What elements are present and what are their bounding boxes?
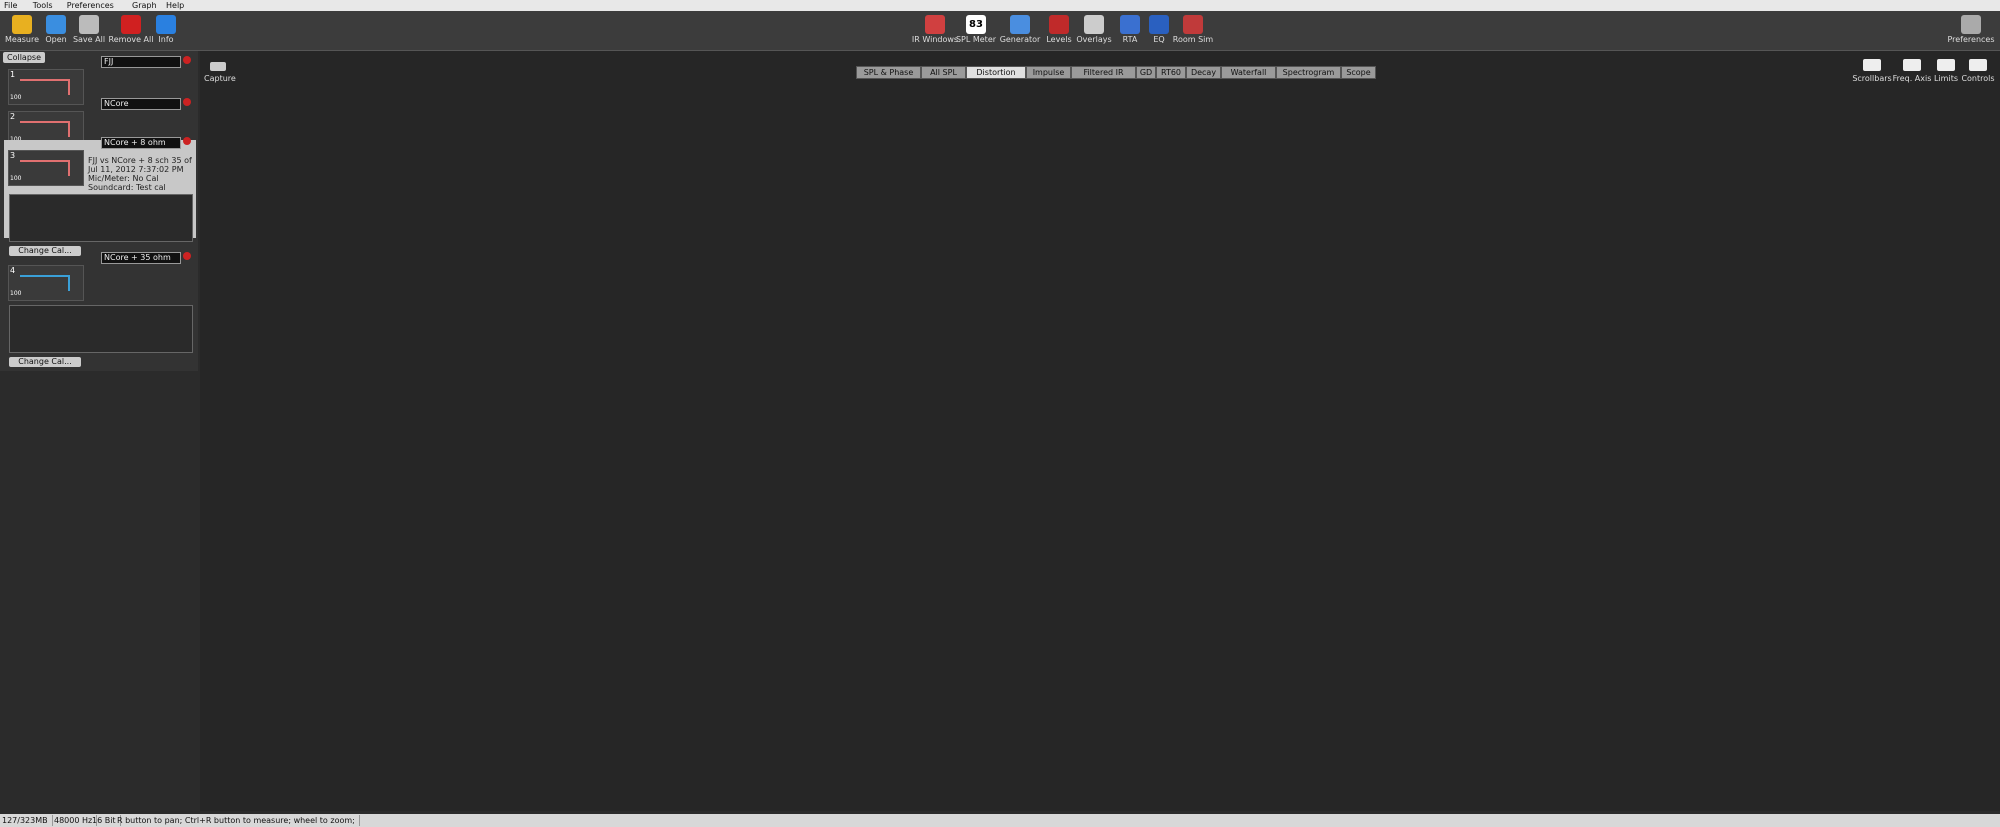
control-button[interactable]: Freq. Axis <box>1892 74 1932 83</box>
toolbar-icon[interactable] <box>156 15 176 34</box>
thumbnail <box>8 265 84 301</box>
tab[interactable]: Filtered IR <box>1071 66 1136 79</box>
toolbar-button[interactable]: Levels <box>1046 35 1072 44</box>
control-button[interactable]: Controls <box>1961 74 1995 83</box>
change-cal-button[interactable]: Change Cal... <box>9 357 81 367</box>
remove-icon[interactable] <box>183 98 191 106</box>
collapse-button[interactable]: Collapse <box>3 52 45 63</box>
tab[interactable]: RT60 <box>1156 66 1186 79</box>
toolbar-icon[interactable] <box>1084 15 1104 34</box>
remove-icon[interactable] <box>183 56 191 64</box>
detail-text: Soundcard: Test cal <box>88 183 166 192</box>
tab[interactable]: All SPL <box>921 66 966 79</box>
spl-badge: 83 <box>969 19 983 30</box>
menu-item[interactable]: File <box>4 1 18 10</box>
toolbar-button[interactable]: Preferences <box>1947 35 1995 44</box>
thumb-label: 100 <box>10 136 21 143</box>
tab[interactable]: Decay <box>1186 66 1221 79</box>
toolbar-button[interactable]: Remove All <box>108 35 154 44</box>
toolbar-button[interactable]: Measure <box>5 35 39 44</box>
thumb-index: 2 <box>10 112 16 121</box>
capture-icon[interactable] <box>210 62 226 71</box>
toolbar-icon[interactable] <box>12 15 32 34</box>
menu-bar <box>0 0 2000 11</box>
toolbar-icon[interactable] <box>925 15 945 34</box>
tab[interactable]: SPL & Phase <box>856 66 921 79</box>
control-icon[interactable] <box>1903 59 1921 71</box>
toolbar-button[interactable]: SPL Meter <box>955 35 997 44</box>
toolbar-icon[interactable] <box>1010 15 1030 34</box>
menu-item[interactable]: Graph <box>132 1 157 10</box>
menu-item[interactable]: Preferences <box>66 1 114 10</box>
control-button[interactable]: Limits <box>1934 74 1958 83</box>
toolbar-button[interactable]: Info <box>158 35 174 44</box>
control-icon[interactable] <box>1863 59 1881 71</box>
graph-panel <box>200 51 2000 811</box>
remove-icon[interactable] <box>183 252 191 260</box>
detail-text: Mic/Meter: No Cal <box>88 174 159 183</box>
thumb-curve <box>20 160 70 176</box>
toolbar-button[interactable]: Save All <box>72 35 106 44</box>
toolbar-icon[interactable] <box>1961 15 1981 34</box>
tab[interactable]: Spectrogram <box>1276 66 1341 79</box>
detail-text: Jul 11, 2012 7:37:02 PM <box>88 165 184 174</box>
notes-box <box>9 194 193 242</box>
tab[interactable]: GD <box>1136 66 1156 79</box>
thumbnail <box>8 150 84 186</box>
status-text: R button to pan; Ctrl+R button to measur… <box>117 815 360 826</box>
toolbar-button[interactable]: Generator <box>999 35 1041 44</box>
toolbar-icon[interactable] <box>79 15 99 34</box>
control-icon[interactable] <box>1937 59 1955 71</box>
thumb-curve <box>20 121 70 137</box>
capture-label[interactable]: Capture <box>204 74 236 83</box>
thumb-index: 1 <box>10 70 16 79</box>
toolbar-button[interactable]: RTA <box>1122 35 1138 44</box>
thumb-curve <box>20 79 70 95</box>
name-field[interactable]: FJJ <box>101 56 181 68</box>
control-icon[interactable] <box>1969 59 1987 71</box>
toolbar-icon[interactable] <box>1183 15 1203 34</box>
name-field[interactable]: NCore <box>101 98 181 110</box>
menu-item[interactable]: Tools <box>32 1 53 10</box>
toolbar-icon[interactable] <box>1149 15 1169 34</box>
toolbar-button[interactable]: IR Windows <box>911 35 959 44</box>
status-bar <box>0 814 2000 827</box>
tab[interactable]: Waterfall <box>1221 66 1276 79</box>
name-field[interactable]: NCore + 35 ohm <box>101 252 181 264</box>
notes-box <box>9 305 193 353</box>
menu-item[interactable]: Help <box>166 1 185 10</box>
thumb-curve <box>20 275 70 291</box>
toolbar-button[interactable]: EQ <box>1153 35 1165 44</box>
tab[interactable]: Distortion <box>966 66 1026 79</box>
status-text: 16 Bit <box>92 815 121 826</box>
toolbar-icon[interactable] <box>46 15 66 34</box>
toolbar-icon[interactable] <box>1049 15 1069 34</box>
change-cal-button[interactable]: Change Cal... <box>9 246 81 256</box>
name-field[interactable]: NCore + 8 ohm <box>101 137 181 149</box>
toolbar <box>0 11 2000 51</box>
status-text: 127/323MB <box>2 815 53 826</box>
detail-text: FJJ vs NCore + 8 sch 35 of <box>88 156 192 165</box>
tab[interactable]: Scope <box>1341 66 1376 79</box>
toolbar-button[interactable]: Room Sim <box>1172 35 1214 44</box>
tab[interactable]: Impulse <box>1026 66 1071 79</box>
toolbar-button[interactable]: Overlays <box>1076 35 1112 44</box>
toolbar-icon[interactable] <box>121 15 141 34</box>
thumb-label: 100 <box>10 175 22 182</box>
status-text: 48000 Hz <box>54 815 98 826</box>
toolbar-icon[interactable] <box>966 15 986 34</box>
thumb-index: 3 <box>10 151 16 160</box>
remove-icon[interactable] <box>183 137 191 145</box>
toolbar-icon[interactable] <box>1120 15 1140 34</box>
toolbar-button[interactable]: Open <box>45 35 67 44</box>
thumb-index: 4 <box>10 266 16 275</box>
control-button[interactable]: Scrollbars <box>1852 74 1892 83</box>
thumbnail <box>8 69 84 105</box>
thumb-label: 100 <box>10 290 22 297</box>
thumb-label: 100 <box>10 94 22 101</box>
